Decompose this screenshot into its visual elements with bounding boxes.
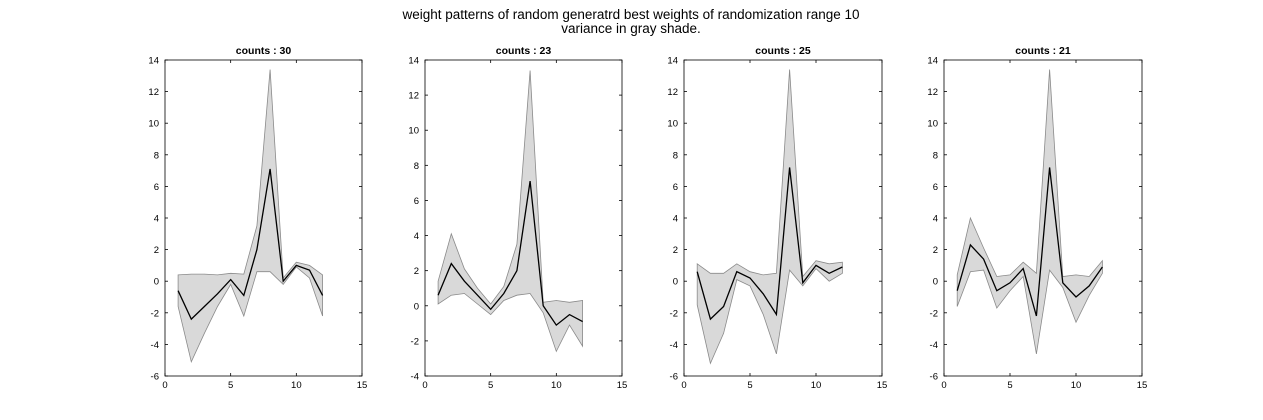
- y-tick-label: -4: [151, 340, 159, 351]
- x-tick-label: 5: [488, 380, 493, 391]
- variance-band: [696, 69, 843, 365]
- y-tick-label: 2: [154, 245, 159, 256]
- y-tick-label: 12: [927, 87, 938, 98]
- figure-title-line-1: weight patterns of random generatrd best…: [401, 7, 859, 22]
- subplot-title: counts : 25: [755, 45, 811, 57]
- subplot-title: counts : 30: [236, 45, 292, 57]
- y-tick-label: 0: [933, 277, 938, 288]
- x-tick-label: 0: [681, 380, 686, 391]
- y-tick-label: 4: [154, 214, 159, 225]
- x-tick-label: 15: [617, 380, 628, 391]
- y-tick-label: 12: [408, 91, 419, 102]
- mean-weight-line: [956, 167, 1103, 317]
- x-tick-label: 10: [1071, 380, 1082, 391]
- x-tick-label: 5: [1007, 380, 1012, 391]
- y-tick-label: 4: [933, 214, 938, 225]
- mean-weight-line: [437, 181, 583, 327]
- y-tick-label: 14: [408, 56, 419, 67]
- y-tick-label: -4: [930, 340, 938, 351]
- y-tick-label: 8: [414, 161, 419, 172]
- y-tick-label: -6: [670, 372, 678, 383]
- x-tick-label: 10: [291, 380, 302, 391]
- y-tick-label: 14: [667, 56, 678, 67]
- figure-title-line-2: variance in gray shade.: [561, 21, 701, 36]
- y-tick-label: 6: [933, 182, 938, 193]
- subplot-title: counts : 23: [496, 45, 552, 57]
- y-tick-label: 10: [927, 119, 938, 130]
- y-tick-label: 0: [673, 277, 678, 288]
- y-tick-label: -4: [411, 372, 419, 383]
- mean-weight-line: [696, 167, 843, 321]
- subplot-4: counts : 21 0 5 10 15 -6 -4 -2 0 2 4 6 8 10 12 14: [927, 45, 1147, 391]
- y-tick-label: 8: [673, 150, 678, 161]
- x-tick-label: 0: [941, 380, 946, 391]
- subplot-panels: counts : 300 5 10 15-6-4-202468101214counts…: [148, 45, 1147, 391]
- subplot-3: counts : 25 0 5 10 15 -6 -4 -2 0 2 4 6 8 10 12 14: [667, 45, 887, 391]
- x-tick-label: 10: [811, 380, 822, 391]
- subplot-2: counts : 23 0 5 10 15 -4 -2 0 2 4 6 8 10 12 14: [408, 45, 627, 391]
- y-tick-label: 2: [933, 245, 938, 256]
- y-tick-label: 6: [154, 182, 159, 193]
- y-tick-label: -2: [411, 336, 419, 347]
- y-tick-label: -6: [930, 372, 938, 383]
- y-tick-label: 8: [933, 150, 938, 161]
- variance-band: [177, 69, 323, 364]
- y-tick-label: 6: [414, 196, 419, 207]
- y-tick-label: 14: [927, 56, 938, 67]
- x-tick-label: 15: [877, 380, 888, 391]
- y-tick-label: 12: [148, 87, 159, 98]
- x-tick-label: 0: [422, 380, 427, 391]
- y-tick-label: 4: [673, 214, 678, 225]
- variance-band: [437, 70, 583, 353]
- x-tick-label: 5: [228, 380, 233, 391]
- y-tick-label: -2: [930, 308, 938, 319]
- variance-band: [956, 69, 1103, 354]
- y-tick-label: 2: [414, 266, 419, 277]
- x-tick-label: 10: [551, 380, 562, 391]
- y-tick-label: 2: [673, 245, 678, 256]
- y-tick-label: 8: [154, 150, 159, 161]
- mean-weight-line: [177, 168, 324, 321]
- subplot-1: counts : 30 0 5 10 15 -6 -4 -2 0 2 4 6 8 10 12 14: [148, 45, 367, 391]
- y-tick-label: 4: [414, 231, 419, 242]
- x-tick-label: 15: [1137, 380, 1148, 391]
- y-tick-label: 6: [673, 182, 678, 193]
- subplot-title: counts : 21: [1015, 45, 1071, 57]
- y-tick-label: 0: [414, 301, 419, 312]
- x-tick-label: 0: [162, 380, 167, 391]
- y-tick-label: -2: [670, 308, 678, 319]
- y-tick-label: 10: [667, 119, 678, 130]
- y-tick-label: 10: [148, 119, 159, 130]
- y-tick-label: 12: [667, 87, 678, 98]
- x-tick-label: 5: [747, 380, 752, 391]
- y-tick-label: 0: [154, 277, 159, 288]
- y-tick-label: -2: [151, 308, 159, 319]
- axes-box: [424, 59, 623, 377]
- y-tick-label: 10: [408, 126, 419, 137]
- y-tick-label: -6: [151, 372, 159, 383]
- x-tick-label: 15: [357, 380, 368, 391]
- y-tick-label: 14: [148, 56, 159, 67]
- y-tick-label: -4: [670, 340, 678, 351]
